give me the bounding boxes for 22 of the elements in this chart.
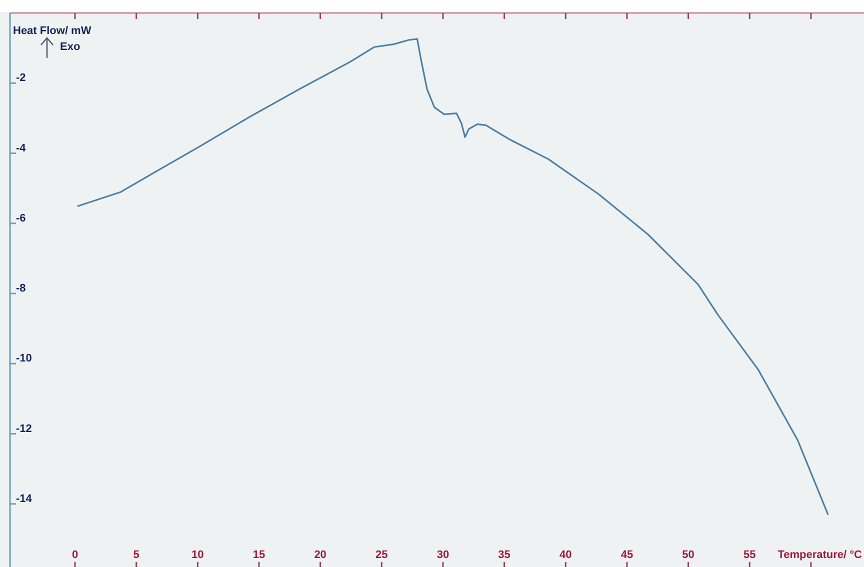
- x-tick-label: 55: [743, 549, 756, 561]
- y-tick-label: -8: [16, 282, 26, 295]
- y-tick-label: -10: [16, 352, 32, 365]
- y-tick-label: -14: [16, 492, 33, 505]
- x-tick-label: 30: [436, 549, 450, 561]
- x-tick-label: 15: [252, 549, 266, 561]
- x-tick-label: 10: [192, 549, 204, 561]
- x-tick-label: 20: [314, 549, 326, 561]
- x-tick-label: 35: [498, 549, 510, 561]
- x-tick-label: 5: [133, 549, 140, 561]
- y-axis-title: Heat Flow/ mW: [13, 25, 92, 37]
- x-axis-title: Temperature/ °C: [778, 549, 862, 561]
- x-tick-label: 40: [560, 549, 572, 561]
- y-tick-label: -6: [16, 212, 26, 224]
- y-tick-label: -12: [16, 422, 32, 435]
- x-tick-label: 0: [72, 549, 78, 561]
- x-tick-label: 25: [376, 549, 388, 561]
- y-tick-label: -4: [16, 142, 27, 154]
- annotation: Exo: [60, 41, 80, 53]
- y-tick-label: -2: [16, 72, 26, 84]
- x-tick-label: 45: [620, 549, 634, 561]
- x-tick-label: 50: [682, 549, 694, 561]
